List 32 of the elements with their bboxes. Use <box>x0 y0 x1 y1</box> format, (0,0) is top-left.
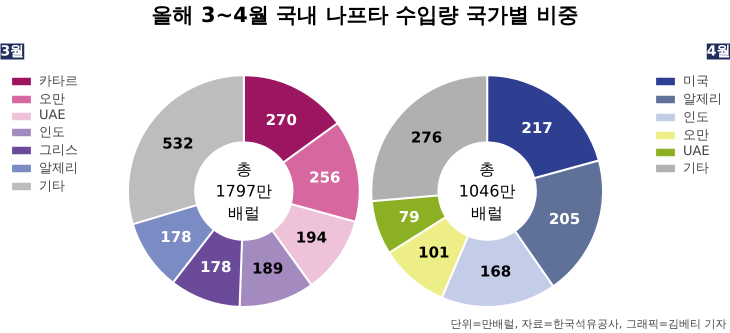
legend-label: 미국 <box>683 73 709 90</box>
legend-label: UAE <box>683 144 710 159</box>
data-label: 270 <box>266 111 297 130</box>
legend-label: 오만 <box>39 91 65 108</box>
data-label: 178 <box>200 258 232 276</box>
data-label: 189 <box>252 259 284 278</box>
legend-label: 카타르 <box>39 73 78 90</box>
legend-label: 오만 <box>683 127 709 144</box>
data-label: 168 <box>480 262 512 280</box>
data-label: 217 <box>521 118 553 137</box>
legend-label: 기타 <box>39 178 65 195</box>
data-label: 101 <box>418 244 450 262</box>
data-label: 194 <box>296 228 328 246</box>
data-label: 79 <box>398 208 420 226</box>
data-label: 532 <box>162 134 194 153</box>
legend-label: 인도 <box>683 109 709 126</box>
legend-label: 알제리 <box>39 160 78 177</box>
legend-label: UAE <box>39 108 66 123</box>
chart-subtitle: 4월 <box>706 44 730 60</box>
legend-label: 알제리 <box>683 91 722 108</box>
data-label: 178 <box>160 228 192 246</box>
data-label: 256 <box>309 168 340 186</box>
data-label: 205 <box>548 210 580 228</box>
legend-label: 기타 <box>683 160 709 177</box>
legend-label: 인도 <box>39 124 65 141</box>
text: 총 1797만 배럴 <box>215 160 272 222</box>
text: 총 1046만 배럴 <box>458 160 516 222</box>
text: 단위=만배럴, 자료=한국석유공사, 그래픽=김베티 기자 <box>450 318 727 330</box>
legend-label: 그리스 <box>39 142 78 159</box>
chart-title: 올해 3~4월 국내 나프타 수입량 국가별 비중 <box>152 2 578 29</box>
data-label: 276 <box>410 128 442 146</box>
chart-subtitle: 3월 <box>0 44 24 60</box>
